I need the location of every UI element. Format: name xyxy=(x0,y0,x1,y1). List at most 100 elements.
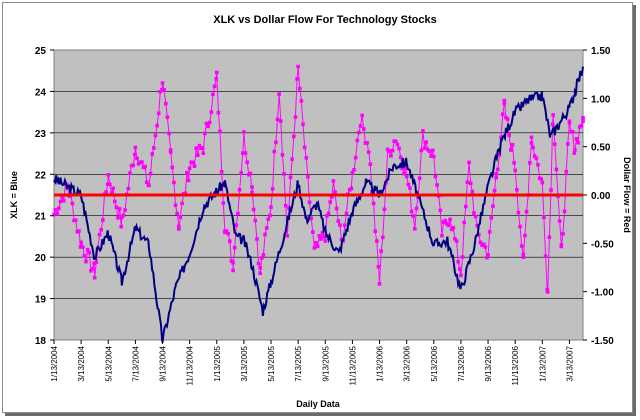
dollar-flow-point xyxy=(143,164,147,169)
dollar-flow-point xyxy=(545,287,549,292)
dollar-flow-point xyxy=(529,141,534,145)
dollar-flow-point xyxy=(239,171,243,175)
dollar-flow-point xyxy=(509,148,513,152)
dollar-flow-point xyxy=(290,157,294,162)
left-tick-label: 25 xyxy=(35,46,47,57)
dollar-flow-point xyxy=(237,187,242,192)
dollar-flow-point xyxy=(524,209,529,214)
dollar-flow-point xyxy=(92,275,97,280)
dollar-flow-point xyxy=(513,168,517,173)
dollar-flow-point xyxy=(109,191,114,196)
dollar-flow-point xyxy=(191,160,195,165)
dollar-flow-point xyxy=(505,117,510,121)
dollar-flow-point xyxy=(478,240,483,245)
dollar-flow-point xyxy=(253,218,258,223)
dollar-flow-point xyxy=(431,154,436,159)
dollar-flow-point xyxy=(382,207,387,212)
dollar-flow-point xyxy=(536,162,540,167)
dollar-flow-point xyxy=(280,153,285,157)
dollar-flow-point xyxy=(325,213,329,218)
dollar-flow-point xyxy=(404,174,409,179)
dollar-flow-point xyxy=(521,252,526,257)
right-axis-ticks: -1.50 -1.00 -0.50 0.00 0.50 1.00 1.50 xyxy=(583,46,614,347)
dollar-flow-point xyxy=(212,84,217,89)
dollar-flow-point xyxy=(299,99,304,103)
dollar-flow-point xyxy=(126,186,131,191)
dollar-flow-point xyxy=(411,214,415,218)
dollar-flow-point xyxy=(322,234,326,239)
dollar-flow-point xyxy=(581,115,585,120)
dollar-flow-point xyxy=(77,229,81,233)
dollar-flow-point xyxy=(301,122,305,127)
dollar-flow-point xyxy=(403,165,408,170)
dollar-flow-point xyxy=(153,133,158,138)
dollar-flow-point xyxy=(200,146,205,150)
dollar-flow-point xyxy=(512,161,516,165)
x-tick-label: 1/13/2007 xyxy=(538,345,547,381)
dollar-flow-point xyxy=(275,117,280,122)
x-axis-title: Daily Data xyxy=(296,399,341,409)
dollar-flow-point xyxy=(274,140,278,145)
dollar-flow-point xyxy=(152,146,156,150)
dollar-flow-point xyxy=(343,223,347,228)
dollar-flow-point xyxy=(334,206,339,211)
dollar-flow-point xyxy=(250,190,254,195)
dollar-flow-point xyxy=(371,201,376,206)
dollar-flow-point xyxy=(389,154,393,158)
dollar-flow-point xyxy=(55,212,60,216)
dollar-flow-point xyxy=(307,200,312,205)
dollar-flow-point xyxy=(162,88,166,92)
dollar-flow-point xyxy=(475,223,479,228)
dollar-flow-point xyxy=(144,180,149,184)
dollar-flow-point xyxy=(549,188,553,192)
dollar-flow-point xyxy=(458,267,462,271)
left-axis-ticks: 18 19 20 21 22 23 24 25 xyxy=(35,46,54,347)
dollar-flow-point xyxy=(576,140,580,145)
x-tick-label: 3/13/2006 xyxy=(403,345,412,381)
dollar-flow-point xyxy=(165,115,170,120)
x-tick-label: 7/13/2004 xyxy=(131,345,140,381)
dollar-flow-point xyxy=(224,229,229,233)
dollar-flow-point xyxy=(156,111,161,116)
dollar-flow-point xyxy=(108,182,112,187)
left-tick-label: 23 xyxy=(35,129,47,140)
dollar-flow-point xyxy=(160,81,165,85)
dollar-flow-point xyxy=(459,273,463,278)
dollar-flow-point xyxy=(170,165,175,170)
dollar-flow-point xyxy=(492,188,497,193)
dollar-flow-point xyxy=(211,92,215,97)
dollar-flow-point xyxy=(176,227,181,231)
dollar-flow-point xyxy=(357,130,361,135)
dollar-flow-point xyxy=(326,211,331,216)
dollar-flow-point xyxy=(227,239,232,244)
dollar-flow-point xyxy=(473,214,478,219)
dollar-flow-point xyxy=(60,195,64,199)
dollar-flow-point xyxy=(79,240,83,245)
dollar-flow-point xyxy=(485,255,489,260)
dollar-flow-point xyxy=(243,151,248,155)
dollar-flow-point xyxy=(489,216,494,220)
dollar-flow-point xyxy=(413,227,417,231)
xlk-line xyxy=(53,66,584,343)
dollar-flow-point xyxy=(277,92,281,96)
dollar-flow-point xyxy=(559,244,564,249)
dollar-flow-point xyxy=(419,148,424,153)
dollar-flow-point xyxy=(90,266,95,271)
dollar-flow-point xyxy=(543,254,548,259)
dollar-flow-point xyxy=(70,201,75,206)
dollar-flow-point xyxy=(155,123,159,128)
dollar-flow-point xyxy=(366,150,371,154)
dollar-flow-point xyxy=(534,156,539,161)
dollar-flow-point xyxy=(207,120,212,125)
dollar-flow-point xyxy=(203,131,207,136)
dollar-flow-point xyxy=(443,218,447,223)
dollar-flow-point xyxy=(542,215,546,220)
dollar-flow-point xyxy=(315,244,320,249)
dollar-flow-point xyxy=(547,235,552,240)
dollar-flow-point xyxy=(368,162,373,167)
dollar-flow-point xyxy=(435,183,439,187)
dollar-flow-point xyxy=(84,259,88,264)
x-tick-label: 1/13/2005 xyxy=(213,345,222,381)
dollar-flow-point xyxy=(245,160,249,164)
dollar-flow-point xyxy=(394,139,398,144)
